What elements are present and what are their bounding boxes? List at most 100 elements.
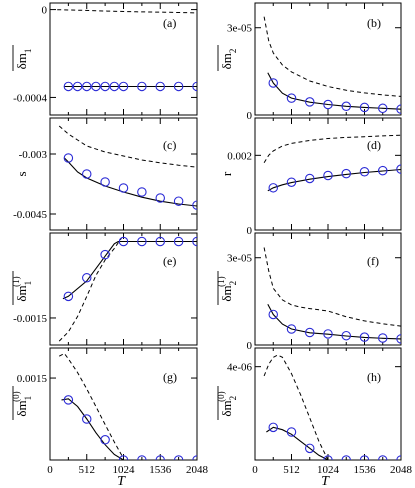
panel-label: (c) (163, 138, 176, 152)
svg-text:δm2: δm2 (219, 49, 238, 70)
dashed-curve (57, 9, 197, 14)
panel-label: (g) (163, 370, 177, 384)
svg-text:r: r (219, 171, 234, 176)
x-tick-label: 512 (283, 464, 300, 476)
panel-label: (a) (163, 16, 176, 30)
data-point (72, 81, 83, 92)
solid-curve (61, 398, 124, 460)
dashed-curve (263, 354, 329, 460)
x-tick-label: 1536 (149, 464, 172, 476)
svg-text:δm2(0): δm2(0) (216, 391, 238, 416)
data-point (323, 99, 333, 110)
y-axis-label: s (14, 171, 29, 176)
plot-frame (49, 347, 198, 461)
data-point (304, 97, 315, 107)
data-point (118, 81, 129, 92)
data-point (137, 236, 147, 247)
data-point (63, 291, 74, 302)
data-point (268, 422, 278, 433)
data-point (82, 81, 92, 92)
panel-a: 0 -0.0004 (a) δm1 (12, 2, 198, 116)
data-point (173, 455, 184, 460)
y-axis-label: δm1(0) (11, 386, 33, 420)
data-point (396, 164, 401, 174)
data-point (155, 81, 166, 92)
svg-text:s: s (14, 171, 29, 176)
data-point (173, 196, 184, 206)
solid-curve (267, 304, 401, 340)
data-point (304, 443, 315, 454)
data-point (377, 333, 388, 343)
data-point (341, 330, 351, 341)
y-tick-label: 0 (247, 225, 253, 237)
data-point (192, 236, 197, 247)
panel-label: (e) (163, 254, 176, 268)
plot-frame (49, 117, 198, 231)
y-axis-label: δm1(1) (11, 271, 33, 305)
y-axis-label: r (219, 171, 234, 176)
data-point (359, 102, 370, 113)
solid-curve (64, 157, 197, 207)
data-point (155, 455, 165, 460)
data-point (192, 455, 197, 460)
data-point (137, 187, 147, 197)
solid-curve (267, 72, 401, 110)
y-axis-label: δm1 (12, 45, 33, 71)
x-tick-label: 1024 (113, 464, 136, 476)
data-point (109, 81, 120, 92)
solid-curve (266, 426, 329, 460)
plot-frame (49, 232, 198, 346)
panel-label: (d) (367, 138, 381, 152)
data-point (192, 81, 197, 92)
y-tick-label: 0 (247, 340, 253, 352)
data-point (82, 273, 92, 283)
data-point (100, 81, 110, 92)
data-point (323, 455, 333, 460)
data-point (396, 334, 401, 344)
data-point (155, 193, 166, 203)
data-point (118, 236, 129, 247)
plot-frame (254, 117, 402, 231)
dashed-curve (58, 125, 197, 168)
data-point (286, 93, 297, 103)
data-point (91, 81, 101, 92)
x-tick-label: 1024 (317, 464, 340, 476)
data-point (359, 332, 370, 342)
data-point (341, 168, 351, 179)
x-tick-label: 1536 (354, 464, 377, 476)
data-point (82, 414, 92, 424)
x-tick-label: 512 (79, 464, 96, 476)
x-tick-label: 0 (47, 464, 53, 476)
x-tick-label: 0 (252, 464, 258, 476)
solid-curve (267, 168, 401, 192)
data-point (396, 104, 401, 114)
y-tick-label: -0.0004 (13, 92, 47, 104)
y-tick-label: 4e-06 (227, 362, 253, 374)
data-point (137, 81, 147, 92)
data-point (63, 81, 74, 92)
data-point (396, 455, 401, 460)
y-tick-label: -0.0015 (13, 313, 47, 325)
data-point (341, 455, 351, 460)
panel-h: 0 512 1024 1536 2048 4e-06 (h) δm2(0) (216, 347, 413, 476)
y-tick-label: 0.0015 (17, 373, 48, 385)
data-point (82, 169, 92, 179)
dashed-curve (58, 352, 124, 459)
panel-g: 0 512 1024 1536 2048 0.0015 (g) δm1(0) (11, 347, 209, 476)
panel-b: 0 3e-05 (b) δm2 (217, 2, 402, 122)
data-point (359, 455, 370, 460)
dashed-curve (58, 237, 123, 342)
x-axis-label-left: T (117, 474, 126, 488)
data-point (377, 103, 388, 114)
data-point (118, 183, 129, 193)
dashed-curve (263, 16, 401, 97)
data-point (304, 327, 315, 338)
solid-curve (62, 240, 197, 300)
svg-text:δm1: δm1 (14, 49, 33, 70)
data-point (286, 427, 297, 437)
data-point (268, 183, 278, 193)
data-point (118, 455, 129, 460)
panel-label: (h) (367, 370, 381, 384)
data-point (100, 249, 110, 260)
